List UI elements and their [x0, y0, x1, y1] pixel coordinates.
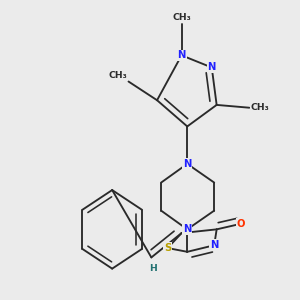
- Text: O: O: [237, 219, 245, 229]
- Text: N: N: [208, 62, 216, 73]
- Text: CH₃: CH₃: [251, 103, 269, 112]
- Text: N: N: [177, 50, 186, 60]
- Text: N: N: [183, 159, 191, 169]
- Text: CH₃: CH₃: [108, 71, 127, 80]
- Text: CH₃: CH₃: [172, 13, 191, 22]
- Text: N: N: [210, 240, 218, 250]
- Text: H: H: [149, 264, 157, 273]
- Text: N: N: [183, 224, 191, 234]
- Text: S: S: [164, 243, 171, 253]
